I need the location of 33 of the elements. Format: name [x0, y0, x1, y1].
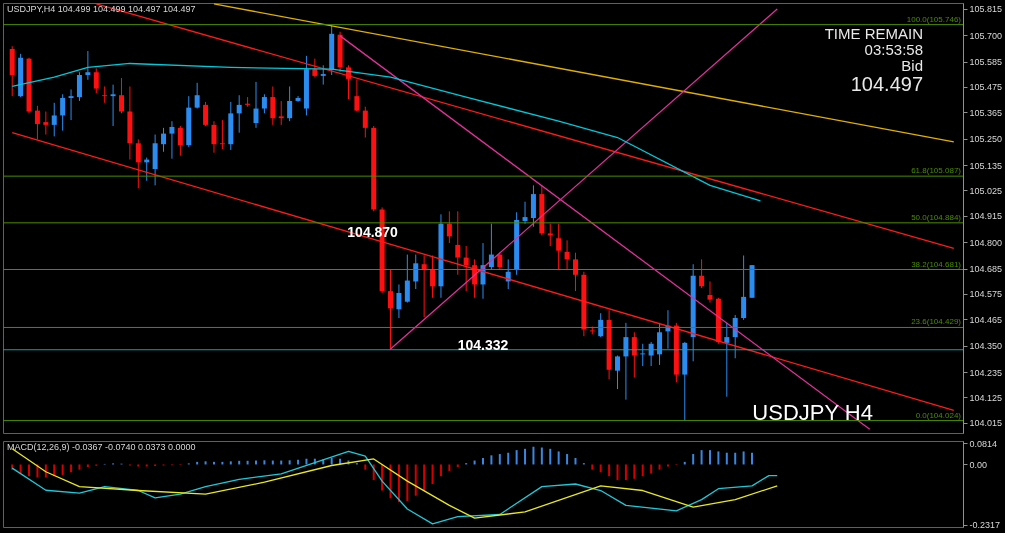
ref-line-label: 61.8(105.087)	[911, 166, 962, 176]
y-tick-label: 105.135	[969, 160, 1003, 171]
y-tick-label: 104.685	[969, 264, 1003, 275]
annotation: 104.497	[850, 73, 923, 95]
y-tick-label: 105.585	[969, 57, 1003, 68]
y-tick-label: 105.700	[969, 30, 1003, 41]
y-tick-label: 104.015	[969, 418, 1003, 429]
y-tick-label: 105.365	[969, 107, 1003, 118]
ref-line-label: 38.2(104.681)	[911, 259, 962, 269]
y-tick-label: 104.575	[969, 289, 1003, 300]
y-tick-label: 0.00	[969, 459, 988, 470]
y-tick-label: -0.2317	[969, 520, 1001, 531]
y-tick-label: 104.800	[969, 237, 1003, 248]
y-tick-label: 104.125	[969, 392, 1003, 403]
y-tick-label: 105.250	[969, 134, 1003, 145]
y-tick-label: 104.350	[969, 341, 1003, 352]
ref-line-label: 50.0(104.884)	[911, 212, 962, 222]
annotation: USDJPY H4	[752, 400, 873, 425]
ref-line-label: 23.6(104.429)	[911, 317, 962, 327]
annotation: 104.332	[457, 336, 509, 353]
chart-title: MACD(12,26,9) -0.0367 -0.0740 0.0373 0.0000	[7, 442, 196, 452]
ref-line-label: 0.0(104.024)	[915, 410, 962, 420]
y-tick-label: 105.815	[969, 4, 1003, 15]
y-tick-label: 104.235	[969, 367, 1003, 378]
y-tick-label: 0.0814	[969, 438, 998, 449]
y-tick-label: 104.465	[969, 314, 1003, 325]
y-tick-label: 105.025	[969, 185, 1003, 196]
annotation: Bid	[901, 57, 923, 74]
annotation: TIME REMAIN	[824, 25, 923, 42]
annotation: 03:53:58	[864, 41, 923, 58]
y-tick-label: 105.475	[969, 82, 1003, 93]
y-tick-label: 104.915	[969, 211, 1003, 222]
ref-line-label: 100.0(105.746)	[906, 14, 962, 24]
